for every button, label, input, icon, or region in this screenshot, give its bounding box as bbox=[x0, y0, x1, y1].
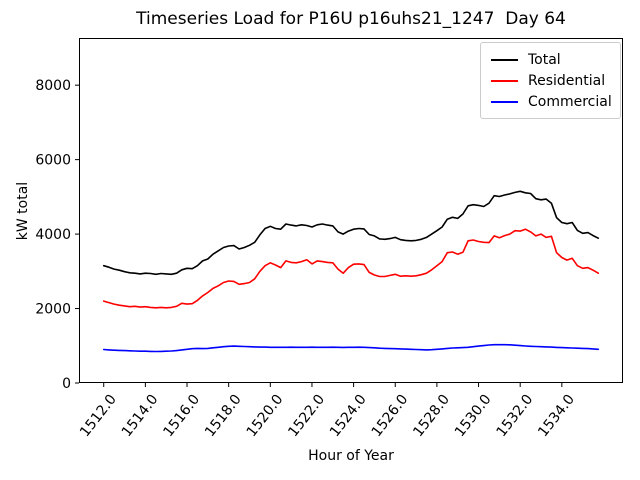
x-tick-label: 1532.0 bbox=[494, 392, 537, 440]
axes-frame bbox=[79, 38, 623, 383]
x-tick-label: 1526.0 bbox=[369, 392, 412, 440]
x-tick-label: 1518.0 bbox=[202, 392, 245, 440]
x-tick-label: 1520.0 bbox=[244, 392, 287, 440]
legend-line-sample bbox=[491, 79, 518, 82]
series-line-commercial bbox=[102, 343, 600, 353]
y-tick-label: 6000 bbox=[35, 153, 71, 169]
x-tick-label: 1534.0 bbox=[535, 392, 578, 440]
x-tick-label: 1522.0 bbox=[285, 392, 328, 440]
x-tick-label: 1512.0 bbox=[77, 392, 120, 440]
x-tick-label: 1514.0 bbox=[119, 392, 162, 440]
legend-item-total: Total bbox=[491, 49, 612, 70]
legend-line-sample bbox=[491, 58, 518, 61]
y-tick-label: 4000 bbox=[35, 227, 71, 243]
legend-label: Commercial bbox=[528, 93, 612, 110]
x-tick-label: 1528.0 bbox=[410, 392, 453, 440]
legend-label: Residential bbox=[528, 72, 606, 89]
legend-item-commercial: Commercial bbox=[491, 91, 612, 112]
y-tick-label: 2000 bbox=[35, 302, 71, 318]
legend: Total Residential Commercial bbox=[480, 42, 621, 119]
series-line-total bbox=[102, 190, 600, 276]
legend-label: Total bbox=[528, 51, 561, 68]
x-axis-label: Hour of Year bbox=[308, 448, 394, 464]
y-tick-label: 8000 bbox=[35, 78, 71, 94]
y-axis-label: kW total bbox=[15, 181, 31, 241]
x-tick-label: 1524.0 bbox=[327, 392, 370, 440]
chart-title: Timeseries Load for P16U p16uhs21_1247 D… bbox=[136, 9, 566, 29]
x-tick-label: 1516.0 bbox=[160, 392, 203, 440]
legend-line-sample bbox=[491, 100, 518, 103]
legend-item-residential: Residential bbox=[491, 70, 612, 91]
series-line-residential bbox=[102, 228, 600, 309]
x-tick-label: 1530.0 bbox=[452, 392, 495, 440]
y-tick-label: 0 bbox=[62, 376, 71, 392]
